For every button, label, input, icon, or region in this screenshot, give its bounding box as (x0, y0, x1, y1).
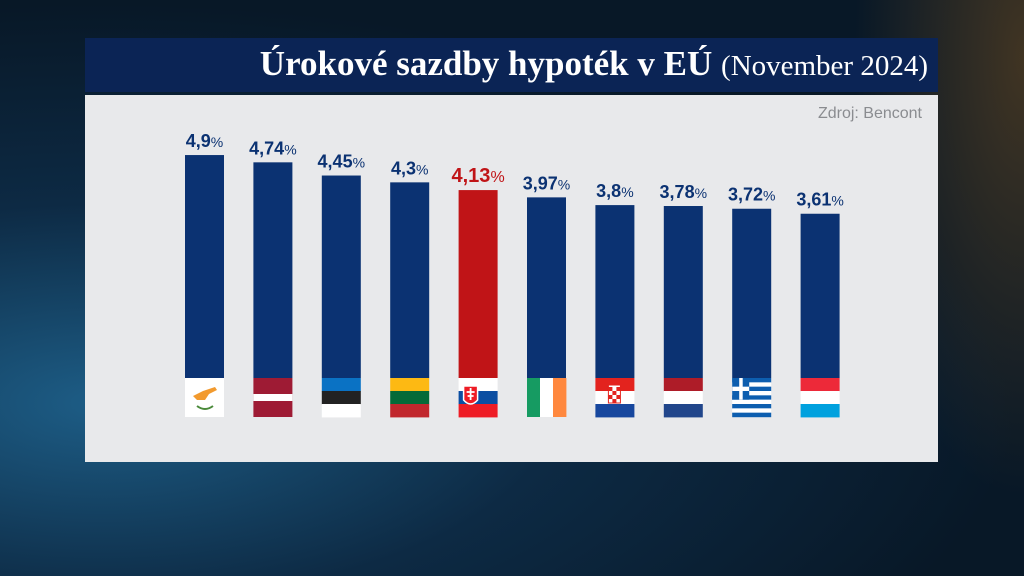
bar-lithuania (390, 182, 430, 378)
data-label: 3,78% (660, 182, 708, 202)
bar-ireland (527, 197, 566, 378)
greece-flag-icon (732, 378, 772, 418)
netherlands-flag-icon (663, 378, 703, 418)
chart-title: Úrokové sazdby hypoték v EÚ (November 20… (260, 44, 928, 84)
data-label: 3,8% (596, 181, 633, 201)
ireland-flag-icon (527, 378, 567, 417)
estonia-flag-icon (321, 378, 361, 418)
bar-cyprus (185, 155, 224, 378)
cyprus-flag-icon (185, 378, 224, 417)
bar-latvia (253, 162, 293, 378)
chart-panel: Zdroj: Bencont 4,9% 4,74% 4,45% 4,3% 4,13% 3,… (85, 95, 938, 462)
bar-luxembourg (800, 213, 840, 378)
bar-greece (732, 208, 772, 378)
data-label: 3,72% (728, 185, 776, 205)
luxembourg-flag-icon (800, 378, 840, 418)
title-bar: Úrokové sazdby hypoték v EÚ (November 20… (85, 38, 938, 92)
data-label: 4,9% (186, 131, 223, 151)
bar-netherlands (663, 206, 703, 378)
latvia-flag-icon (253, 378, 293, 417)
slovakia-flag-icon (458, 378, 498, 418)
title-text: Úrokové sazdby hypoték v EÚ (259, 44, 713, 83)
bar-chart: 4,9% 4,74% 4,45% 4,3% 4,13% 3,97% 3,8% 3,78% 3,7… (185, 131, 844, 418)
data-label: 3,97% (523, 173, 571, 193)
subtitle-text: (November 2024) (721, 50, 928, 82)
lithuania-flag-icon (390, 378, 430, 418)
bar-estonia (321, 175, 361, 378)
data-label: 3,61% (796, 190, 844, 210)
bar-slovakia (458, 190, 498, 378)
data-label: 4,3% (391, 158, 428, 178)
data-label: 4,74% (249, 138, 297, 158)
data-label: 4,13% (452, 165, 505, 187)
data-label: 4,45% (318, 152, 366, 172)
croatia-flag-icon (595, 378, 635, 418)
source-label: Zdroj: Bencont (817, 105, 922, 122)
bar-croatia (595, 205, 635, 378)
